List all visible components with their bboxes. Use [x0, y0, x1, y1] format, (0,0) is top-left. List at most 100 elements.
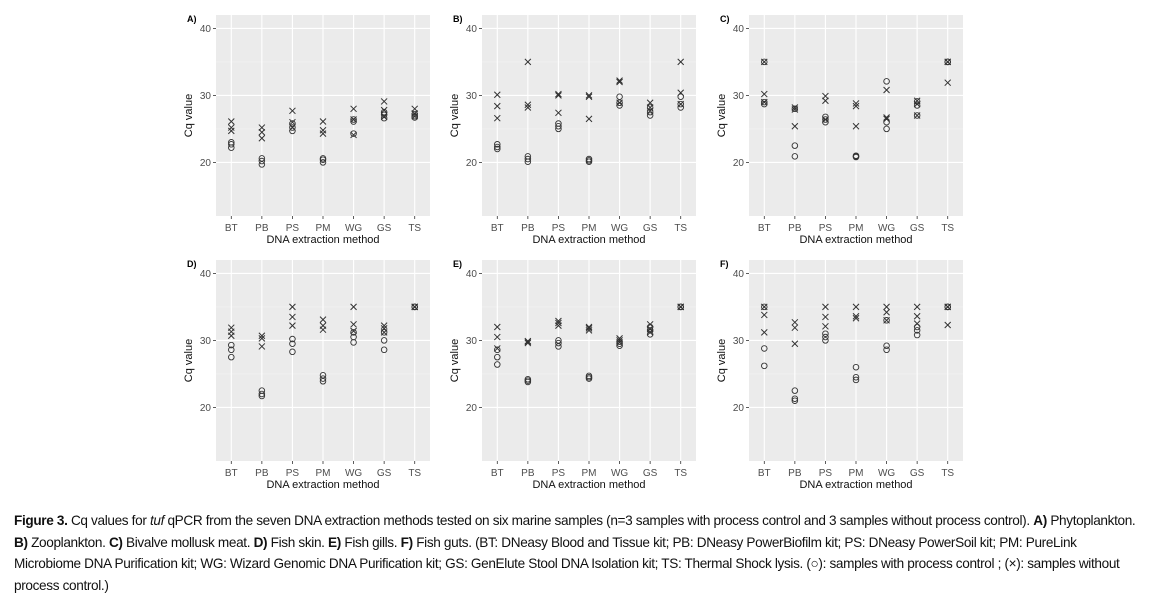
- x-tick-label: PS: [286, 468, 300, 479]
- data-point-circle: [791, 142, 799, 149]
- data-point-circle: [524, 153, 532, 160]
- data-point-circle: [555, 120, 562, 127]
- data-point-circle: [258, 157, 266, 165]
- data-point-cross: [493, 333, 501, 341]
- x-tick-label: TS: [941, 468, 954, 479]
- x-tick-label: PB: [788, 468, 802, 479]
- data-point-circle: [228, 139, 235, 146]
- data-point-circle: [616, 93, 623, 100]
- y-tick-label: 30: [733, 336, 745, 347]
- data-point-circle: [289, 335, 296, 343]
- data-point-cross: [380, 322, 388, 330]
- x-tick-label: PS: [819, 223, 833, 234]
- y-tick-label: 40: [200, 269, 212, 280]
- x-tick-label: TS: [408, 223, 421, 234]
- data-point-circle: [494, 361, 501, 368]
- data-point-cross: [944, 321, 952, 329]
- data-point-cross: [524, 58, 532, 66]
- data-point-circle: [646, 108, 654, 116]
- data-point-circle: [494, 145, 501, 153]
- data-point-circle: [319, 155, 327, 162]
- data-point-circle: [822, 330, 829, 337]
- data-point-circle: [883, 346, 890, 354]
- data-point-cross: [289, 118, 296, 126]
- data-point-circle: [791, 105, 799, 113]
- data-point-cross: [913, 112, 921, 119]
- data-point-circle: [883, 125, 890, 133]
- data-point-cross: [319, 126, 327, 134]
- data-point-circle: [585, 155, 593, 163]
- data-point-circle: [380, 337, 388, 344]
- data-point-cross: [913, 97, 921, 105]
- data-point-cross: [380, 324, 388, 332]
- data-point-cross: [493, 102, 501, 110]
- x-tick-label: GS: [910, 223, 925, 234]
- data-point-circle: [555, 337, 562, 344]
- data-point-cross: [852, 102, 860, 110]
- data-point-cross: [289, 322, 296, 330]
- data-point-cross: [616, 337, 623, 344]
- data-point-cross: [677, 100, 685, 108]
- y-tick-label: 40: [466, 269, 478, 280]
- data-point-cross: [822, 303, 829, 311]
- x-tick-label: PM: [316, 468, 331, 479]
- data-point-cross: [289, 313, 296, 321]
- data-point-cross: [258, 343, 266, 350]
- data-point-cross: [677, 89, 685, 97]
- data-point-cross: [555, 319, 562, 327]
- data-point-circle: [289, 348, 296, 356]
- panel-label: C): [720, 14, 730, 24]
- data-point-circle: [585, 372, 593, 380]
- data-point-circle: [791, 397, 799, 404]
- x-axis-title: DNA extraction method: [266, 479, 379, 491]
- y-tick-label: 30: [200, 336, 212, 347]
- data-point-circle: [258, 387, 266, 394]
- caption-a-text: Phytoplankton.: [1050, 513, 1136, 528]
- x-tick-label: PB: [521, 468, 535, 479]
- data-point-cross: [852, 100, 860, 107]
- data-point-cross: [852, 312, 860, 320]
- figure-caption: Figure 3. Cq values for tuf qPCR from th…: [14, 510, 1144, 596]
- data-point-cross: [258, 332, 266, 340]
- data-point-cross: [852, 122, 860, 130]
- x-axis-title: DNA extraction method: [532, 479, 645, 491]
- panel-label: A): [187, 14, 197, 24]
- y-tick-label: 20: [200, 403, 212, 414]
- data-point-cross: [258, 124, 266, 131]
- data-point-cross: [380, 98, 388, 105]
- data-point-circle: [258, 155, 266, 162]
- data-point-circle: [646, 327, 654, 334]
- y-tick-label: 20: [466, 403, 478, 414]
- caption-a-label: A): [1033, 513, 1047, 528]
- data-point-circle: [646, 331, 654, 338]
- x-tick-label: PB: [521, 223, 535, 234]
- panel-label: D): [187, 259, 197, 269]
- data-point-circle: [761, 303, 768, 311]
- data-point-circle: [677, 100, 684, 108]
- x-tick-label: GS: [910, 468, 925, 479]
- data-point-cross: [852, 314, 860, 322]
- data-point-circle: [350, 333, 357, 341]
- caption-gene: tuf: [149, 513, 165, 528]
- data-point-cross: [227, 324, 235, 332]
- x-tick-label: PB: [255, 468, 269, 479]
- data-point-cross: [646, 99, 654, 107]
- data-point-circle: [350, 116, 357, 123]
- data-point-cross: [289, 124, 296, 131]
- panel-label: E): [453, 259, 462, 269]
- data-point-cross: [585, 324, 593, 332]
- y-tick-label: 40: [733, 269, 745, 280]
- x-tick-label: GS: [643, 223, 658, 234]
- data-point-circle: [350, 329, 357, 336]
- data-point-circle: [411, 303, 418, 311]
- data-point-cross: [883, 316, 890, 324]
- caption-d-text: Fish skin.: [270, 534, 325, 550]
- x-axis-title: DNA extraction method: [266, 234, 379, 246]
- data-point-cross: [616, 335, 623, 342]
- y-tick-label: 20: [733, 403, 745, 414]
- data-point-circle: [380, 329, 388, 336]
- y-tick-label: 40: [466, 24, 478, 35]
- data-point-cross: [524, 339, 532, 347]
- y-axis-title: Cq value: [716, 94, 728, 137]
- figure-panels: 20 30 40 BT PB PS PM WG GS TS DNA extraction metho…: [183, 14, 963, 491]
